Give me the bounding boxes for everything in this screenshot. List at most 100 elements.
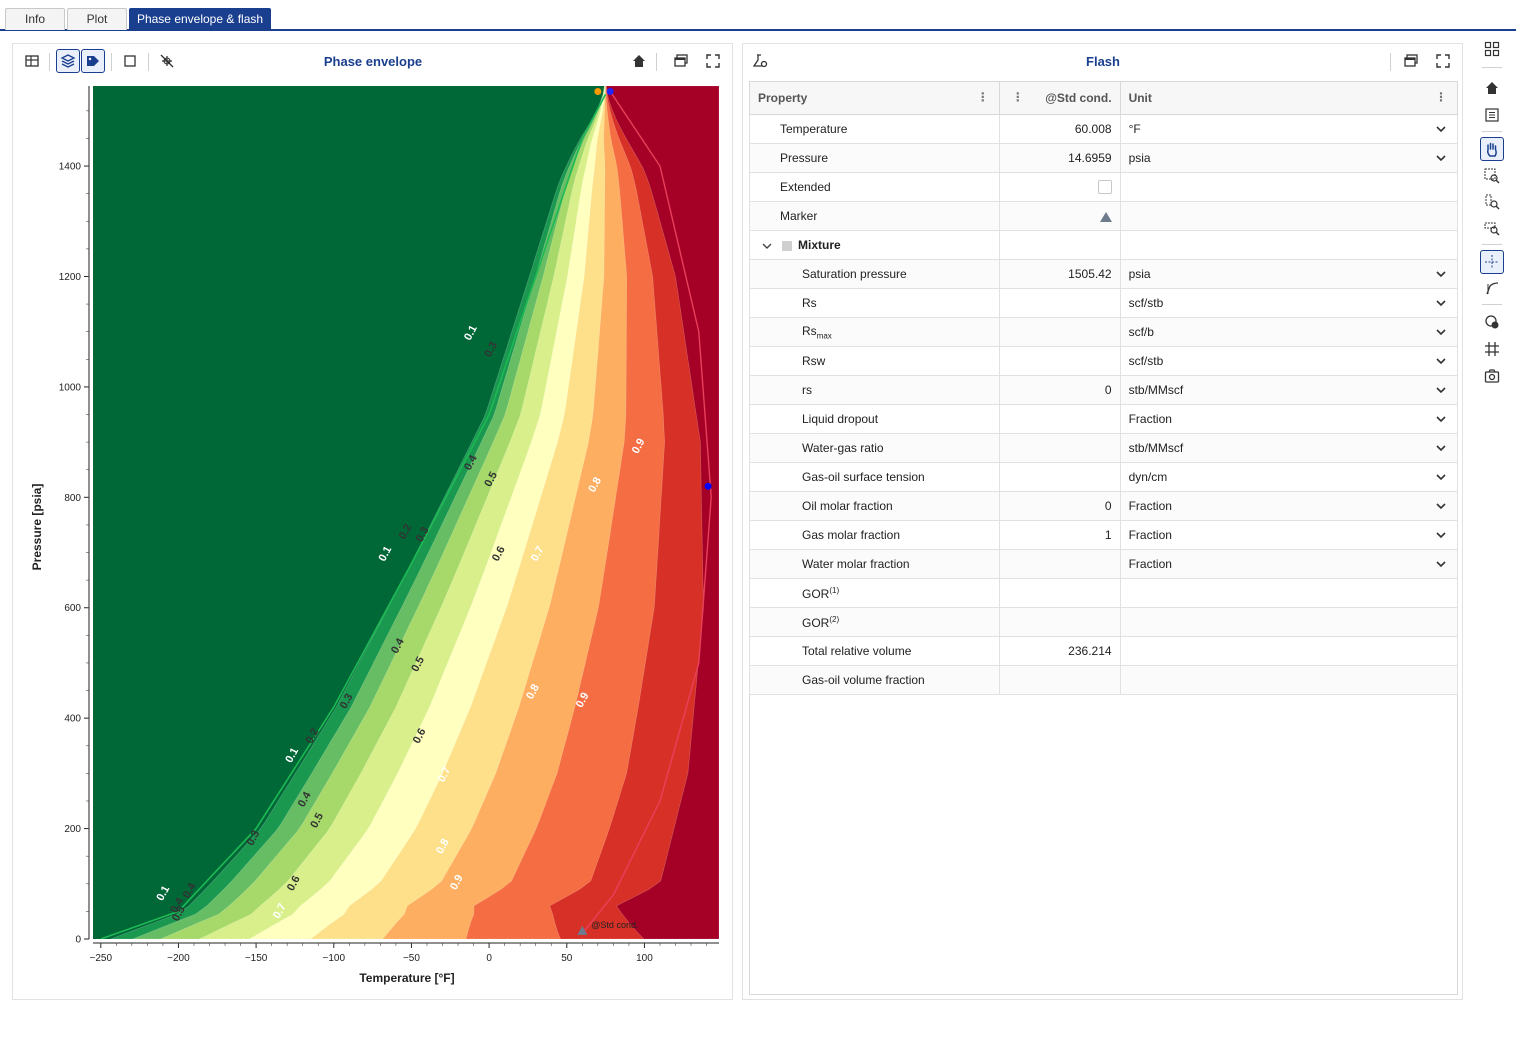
table-row[interactable]: Extended xyxy=(749,172,1459,202)
table-row[interactable]: Mixture xyxy=(749,230,1459,260)
chevron-down-icon[interactable] xyxy=(1435,123,1447,135)
home-icon[interactable] xyxy=(627,49,651,73)
unit-select-value[interactable]: scf/stb xyxy=(1128,296,1164,310)
table-row[interactable]: Gas-oil surface tension dyn/cm xyxy=(749,462,1459,492)
value-cell[interactable] xyxy=(998,346,1121,376)
value-cell[interactable]: 0 xyxy=(998,491,1121,521)
tab-info[interactable]: Info xyxy=(5,8,65,30)
chevron-down-icon[interactable] xyxy=(1435,529,1447,541)
unit-select-value[interactable]: Fraction xyxy=(1128,412,1172,426)
value-cell[interactable]: 60.008 xyxy=(998,114,1121,144)
unit-select-value[interactable]: Fraction xyxy=(1128,557,1172,571)
unit-select-value[interactable]: stb/MMscf xyxy=(1128,383,1184,397)
unit-select-value[interactable]: Fraction xyxy=(1128,528,1172,542)
extended-checkbox[interactable] xyxy=(1097,180,1112,195)
chevron-down-icon[interactable] xyxy=(1435,413,1447,425)
column-header-property[interactable]: Property ⋮ xyxy=(749,81,1000,115)
value-cell[interactable] xyxy=(998,433,1121,463)
table-row[interactable]: Total relative volume 236.214 xyxy=(749,636,1459,666)
unit-select-value[interactable]: °F xyxy=(1128,122,1141,136)
window-icon[interactable] xyxy=(1399,49,1423,73)
unit-cell[interactable]: scf/b xyxy=(1119,317,1459,347)
table-row[interactable]: Liquid dropout Fraction xyxy=(749,404,1459,434)
unit-cell[interactable]: psia xyxy=(1119,143,1459,173)
value-cell[interactable] xyxy=(998,578,1121,608)
layout-icon[interactable] xyxy=(1480,37,1504,61)
unit-cell[interactable]: stb/MMscf xyxy=(1119,433,1459,463)
unit-cell[interactable]: psia xyxy=(1119,259,1459,289)
column-menu-icon[interactable]: ⋮ xyxy=(1011,90,1024,104)
table-row[interactable]: Oil molar fraction 0 Fraction xyxy=(749,491,1459,521)
table-row[interactable]: GOR(2) xyxy=(749,607,1459,637)
chevron-down-icon[interactable] xyxy=(1435,152,1447,164)
value-cell[interactable] xyxy=(998,462,1121,492)
value-cell[interactable] xyxy=(998,665,1121,695)
unit-cell[interactable]: °F xyxy=(1119,114,1459,144)
value-cell[interactable]: 236.214 xyxy=(998,636,1121,666)
phase-envelope-chart[interactable]: 0.1 0.3 0.4 0.5 0.9 0.8 0.1 0.2 0.3 0.6 0.7 0.4 0.5 0… xyxy=(19,82,737,1038)
no-cursor-icon[interactable] xyxy=(155,49,179,73)
unit-select-value[interactable]: stb/MMscf xyxy=(1128,441,1184,455)
window-icon[interactable] xyxy=(669,49,693,73)
tab-plot[interactable]: Plot xyxy=(67,8,127,30)
grid-icon[interactable] xyxy=(1480,337,1504,361)
table-row[interactable]: Saturation pressure 1505.42 psia xyxy=(749,259,1459,289)
std-cond-marker[interactable] xyxy=(577,925,588,935)
chevron-down-icon[interactable] xyxy=(1435,355,1447,367)
chevron-down-icon[interactable] xyxy=(1435,268,1447,280)
unit-select-value[interactable]: scf/stb xyxy=(1128,354,1164,368)
value-cell[interactable] xyxy=(998,607,1121,637)
unit-cell[interactable]: scf/stb xyxy=(1119,346,1459,376)
pan-hand-icon[interactable] xyxy=(1480,137,1504,161)
unit-select-value[interactable]: psia xyxy=(1128,267,1151,281)
unit-select-value[interactable]: psia xyxy=(1128,151,1151,165)
frame-icon[interactable] xyxy=(118,49,142,73)
value-cell[interactable]: 1505.42 xyxy=(998,259,1121,289)
value-cell[interactable] xyxy=(998,288,1121,318)
value-cell[interactable] xyxy=(998,172,1121,202)
crosshair-icon[interactable] xyxy=(1480,250,1504,274)
table-row[interactable]: GOR(1) xyxy=(749,578,1459,608)
tags-icon[interactable] xyxy=(81,49,105,73)
unit-select-value[interactable]: dyn/cm xyxy=(1128,470,1168,484)
table-row[interactable]: Rsmax scf/b xyxy=(749,317,1459,347)
point-marker[interactable] xyxy=(606,88,614,96)
value-cell[interactable] xyxy=(998,201,1121,231)
triangle-marker-icon[interactable] xyxy=(1099,211,1112,222)
unit-cell[interactable]: scf/stb xyxy=(1119,288,1459,318)
value-cell[interactable] xyxy=(998,549,1121,579)
zoom-y-icon[interactable] xyxy=(1480,216,1504,240)
legend-icon[interactable] xyxy=(1480,310,1504,334)
zoom-x-icon[interactable] xyxy=(1480,190,1504,214)
table-row[interactable]: Gas molar fraction 1 Fraction xyxy=(749,520,1459,550)
unit-select-value[interactable]: scf/b xyxy=(1128,325,1154,339)
column-menu-icon[interactable]: ⋮ xyxy=(976,90,989,104)
chevron-down-icon[interactable] xyxy=(1435,442,1447,454)
unit-cell[interactable]: Fraction xyxy=(1119,549,1459,579)
table-row[interactable]: rs 0 stb/MMscf xyxy=(749,375,1459,405)
value-cell[interactable] xyxy=(998,404,1121,434)
value-cell[interactable]: 1 xyxy=(998,520,1121,550)
value-cell[interactable]: 14.6959 xyxy=(998,143,1121,173)
table-row[interactable]: Marker xyxy=(749,201,1459,231)
chevron-down-icon[interactable] xyxy=(762,241,772,251)
unit-cell[interactable]: Fraction xyxy=(1119,520,1459,550)
table-row[interactable]: Pressure 14.6959 psia xyxy=(749,143,1459,173)
home-icon[interactable] xyxy=(1480,76,1504,100)
chevron-down-icon[interactable] xyxy=(1435,500,1447,512)
column-header-std-cond[interactable]: ⋮ @Std cond. xyxy=(998,81,1121,115)
chevron-down-icon[interactable] xyxy=(1435,326,1447,338)
table-icon[interactable] xyxy=(20,49,44,73)
unit-cell[interactable]: dyn/cm xyxy=(1119,462,1459,492)
column-header-unit[interactable]: Unit ⋮ xyxy=(1119,81,1459,115)
table-row[interactable]: Temperature 60.008 °F xyxy=(749,114,1459,144)
column-menu-icon[interactable]: ⋮ xyxy=(1435,90,1447,104)
chevron-down-icon[interactable] xyxy=(1435,558,1447,570)
flask-settings-icon[interactable] xyxy=(748,49,772,73)
zoom-box-icon[interactable] xyxy=(1480,164,1504,188)
table-row[interactable]: Water molar fraction Fraction xyxy=(749,549,1459,579)
table-row[interactable]: Gas-oil volume fraction xyxy=(749,665,1459,695)
point-marker[interactable] xyxy=(704,482,712,490)
value-cell[interactable] xyxy=(998,317,1121,347)
list-icon[interactable] xyxy=(1480,103,1504,127)
